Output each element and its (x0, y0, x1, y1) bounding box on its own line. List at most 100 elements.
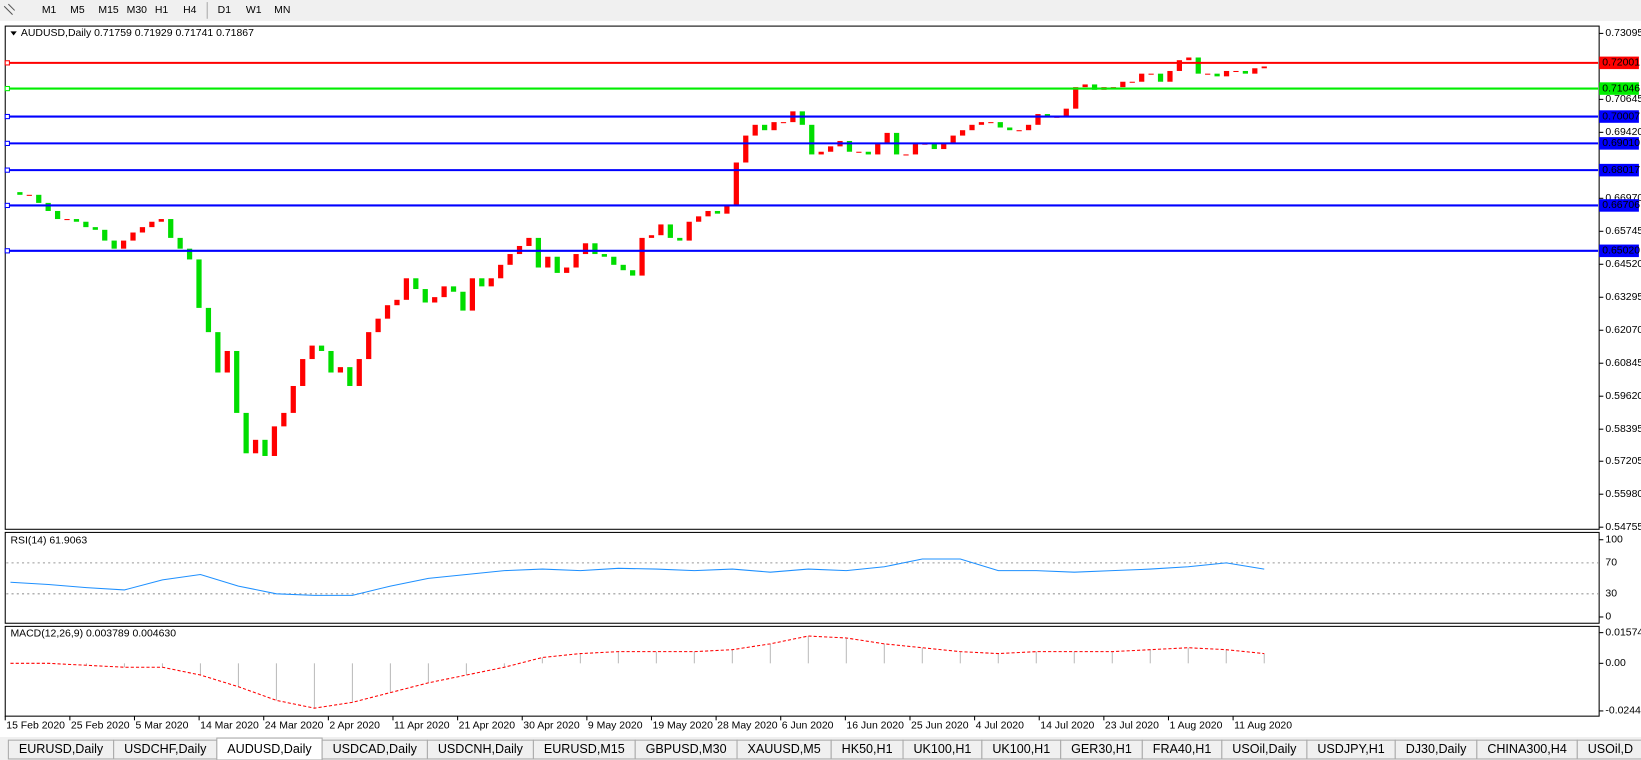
tab[interactable]: USDCAD,Daily (321, 739, 428, 760)
candle (912, 143, 919, 155)
level-label: 0.65020 (1602, 246, 1640, 257)
tab[interactable]: EURUSD,Daily (7, 739, 115, 760)
candle (658, 224, 664, 236)
level-label-box (1599, 110, 1639, 123)
candle (724, 205, 730, 214)
tab[interactable]: HK50,H1 (830, 739, 904, 760)
candle (17, 192, 23, 195)
y-tick-label: 0.58395 (1605, 424, 1641, 435)
tab[interactable]: CHINA300,H4 (1476, 739, 1578, 760)
candle (601, 254, 607, 257)
candle (733, 162, 739, 206)
candle (1016, 130, 1022, 132)
y-tick-label: 0.60845 (1605, 358, 1641, 369)
candle (290, 385, 296, 413)
x-tick-label: 14 Mar 2020 (200, 720, 259, 731)
x-tick-label: 5 Mar 2020 (136, 720, 189, 731)
candle (526, 237, 532, 246)
tab-label: UK100,H1 (992, 742, 1050, 756)
candle (1139, 73, 1145, 82)
timeframe-button[interactable]: M1 (42, 5, 57, 16)
candle (375, 318, 381, 333)
tab[interactable]: FRA40,H1 (1141, 739, 1223, 760)
candle (130, 232, 136, 241)
macd-title: MACD(12,26,9) 0.003789 0.004630 (10, 628, 176, 639)
candle (403, 278, 410, 300)
candle (705, 210, 711, 217)
level-handle (4, 85, 10, 92)
timeframe-button[interactable]: D1 (218, 5, 232, 16)
timeframe-button[interactable]: M5 (70, 5, 85, 16)
tab[interactable]: USOil,Daily (1221, 739, 1308, 760)
timeframe-button[interactable]: M30 (127, 5, 148, 16)
tab[interactable]: USDCNH,Daily (426, 739, 534, 760)
candle (1082, 84, 1088, 88)
candle (988, 122, 994, 124)
tab-label: CHINA300,H4 (1487, 742, 1567, 756)
timeframe-button[interactable]: MN (274, 5, 290, 16)
tab[interactable]: UK100,H1 (981, 739, 1062, 760)
candle (54, 210, 61, 220)
candle (875, 143, 881, 155)
level-label: 0.70007 (1602, 111, 1640, 122)
x-tick-label: 23 Jul 2020 (1105, 720, 1159, 731)
x-tick-label: 25 Jun 2020 (911, 720, 969, 731)
candle (1214, 73, 1220, 77)
candle (667, 224, 673, 238)
tab[interactable]: GER30,H1 (1060, 739, 1143, 760)
candle (1035, 114, 1041, 125)
candle (441, 286, 447, 298)
tab[interactable]: DJ30,Daily (1394, 739, 1478, 760)
macd-signal-line (10, 635, 1265, 709)
candle (1233, 70, 1239, 73)
candle (1091, 84, 1098, 90)
tab[interactable]: AUDUSD,Daily (216, 737, 323, 760)
candle (177, 237, 183, 249)
candle (73, 219, 80, 222)
tab[interactable]: USDJPY,H1 (1306, 739, 1396, 760)
candle (347, 367, 353, 386)
timeframe-button[interactable]: H4 (183, 5, 197, 16)
tab[interactable]: EURUSD,M15 (532, 739, 636, 760)
level-label-box (1599, 163, 1639, 177)
candle (648, 235, 655, 238)
candle (856, 151, 862, 153)
candle (1261, 66, 1267, 69)
x-tick-label: 15 Feb 2020 (6, 720, 65, 731)
candle (271, 426, 278, 456)
candle (234, 350, 240, 413)
tab[interactable]: USOil,D (1576, 739, 1641, 760)
tab[interactable]: XAUUSD,M5 (736, 739, 832, 760)
candle (413, 278, 419, 290)
level-handle (4, 113, 10, 120)
x-tick-label: 14 Jul 2020 (1040, 720, 1094, 731)
candle (158, 219, 164, 222)
candle (120, 240, 127, 249)
candle (186, 248, 193, 260)
candle (215, 332, 221, 373)
tab[interactable]: GBPUSD,M30 (634, 739, 738, 760)
candle (997, 122, 1003, 128)
candle (318, 345, 325, 351)
level-label: 0.68017 (1602, 165, 1640, 176)
tab[interactable]: UK100,H1 (902, 739, 983, 760)
candle (846, 140, 853, 152)
timeframe-button[interactable]: M15 (98, 5, 119, 16)
x-tick-label: 9 May 2020 (588, 720, 643, 731)
tab[interactable]: USDCHF,Daily (113, 739, 218, 760)
timeframe-button[interactable]: H1 (155, 5, 169, 16)
candle (1223, 70, 1230, 77)
candle (1073, 87, 1079, 109)
x-tick-label: 11 Aug 2020 (1234, 720, 1292, 731)
tab-label: USDCHF,Daily (124, 742, 207, 756)
tab-label: FRA40,H1 (1153, 742, 1212, 756)
candle (394, 299, 400, 306)
candle (139, 227, 146, 233)
level-label: 0.69010 (1602, 138, 1640, 149)
candle (639, 237, 645, 276)
candle (1007, 127, 1013, 131)
level-label: 0.72001 (1602, 58, 1640, 69)
timeframe-button[interactable]: W1 (246, 5, 262, 16)
x-tick-label: 19 May 2020 (653, 720, 714, 731)
